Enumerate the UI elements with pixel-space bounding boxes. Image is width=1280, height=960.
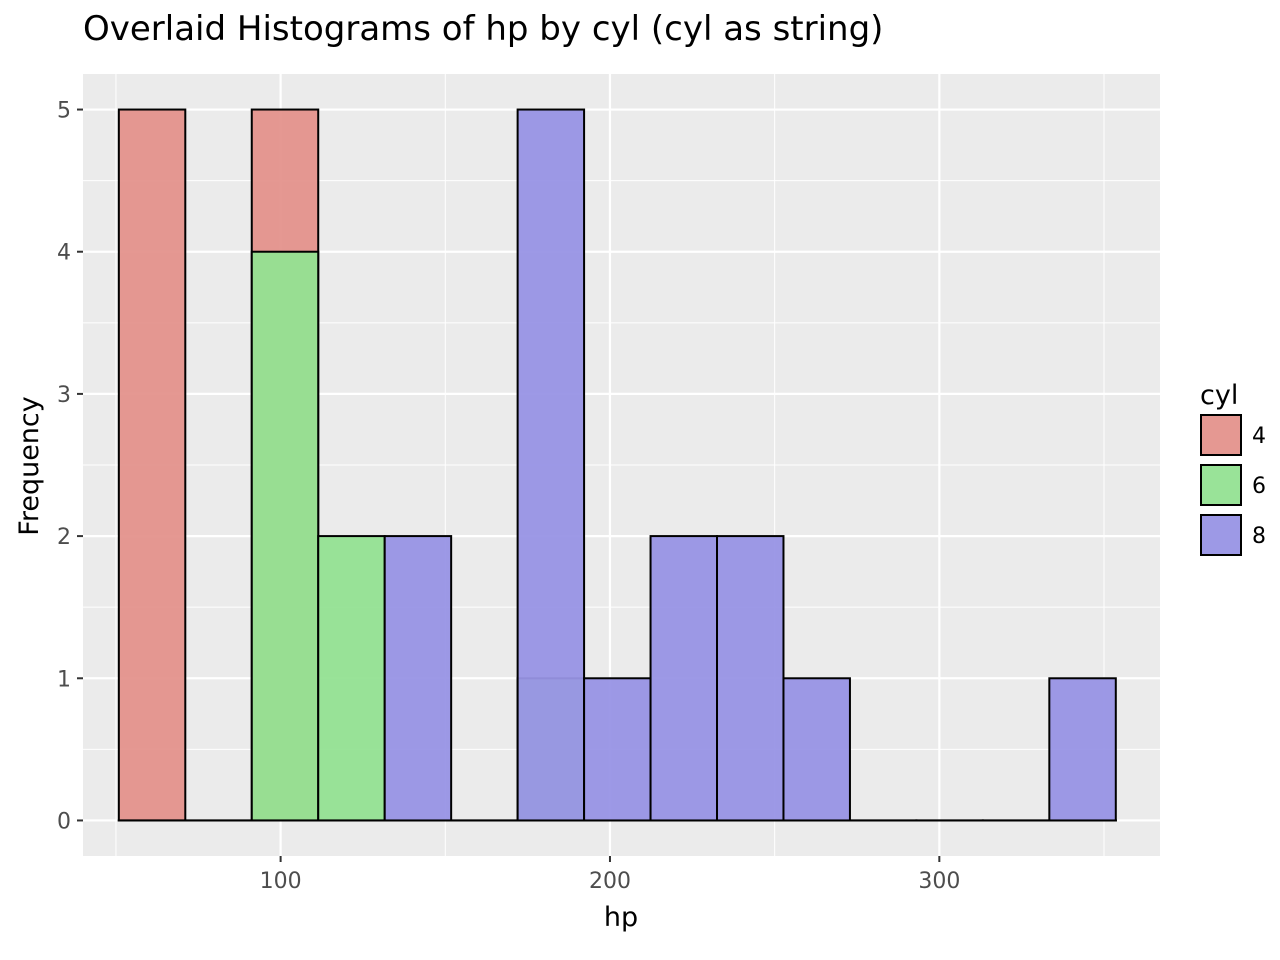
legend-item-6: 6 [1200, 464, 1266, 506]
legend-item-8: 8 [1200, 514, 1266, 556]
bar-cyl-8 [716, 535, 785, 822]
legend-key-4 [1200, 414, 1242, 456]
series-8 [117, 108, 1117, 822]
histogram-bars [117, 108, 1117, 822]
bar-cyl-6 [317, 535, 386, 822]
x-axis: 100 200 300 [260, 856, 960, 894]
y-tick-label: 4 [57, 241, 71, 266]
bar-cyl-8 [383, 535, 453, 822]
legend-items: 4 6 8 [1200, 414, 1266, 556]
legend-key-6 [1200, 464, 1242, 506]
x-tick-label: 300 [918, 869, 960, 894]
legend-item-4: 4 [1200, 414, 1266, 456]
x-tick-label: 100 [260, 869, 302, 894]
legend-label-6: 6 [1252, 474, 1266, 499]
bar-cyl-4 [117, 108, 187, 822]
x-tick-label: 200 [589, 869, 631, 894]
y-axis: 0 1 2 3 4 5 [57, 99, 83, 834]
bar-cyl-8 [516, 108, 586, 822]
bar-cyl-8 [782, 677, 851, 822]
y-tick-label: 3 [57, 383, 71, 408]
bar-cyl-8 [649, 535, 719, 822]
legend: cyl 4 6 8 [1200, 380, 1266, 556]
legend-label-8: 8 [1252, 524, 1266, 549]
chart-title: Overlaid Histograms of hp by cyl (cyl as… [83, 9, 883, 49]
bar-cyl-6 [250, 250, 320, 822]
y-axis-title: Frequency [14, 396, 45, 536]
y-tick-label: 2 [57, 525, 71, 550]
bar-cyl-8 [1048, 677, 1117, 822]
legend-key-8 [1200, 514, 1242, 556]
y-tick-label: 1 [57, 667, 71, 692]
y-tick-label: 0 [57, 809, 71, 834]
legend-title: cyl [1200, 380, 1238, 411]
legend-label-4: 4 [1252, 424, 1266, 449]
y-tick-label: 5 [57, 99, 71, 124]
bar-cyl-8 [583, 677, 652, 822]
x-axis-title: hp [604, 902, 638, 933]
